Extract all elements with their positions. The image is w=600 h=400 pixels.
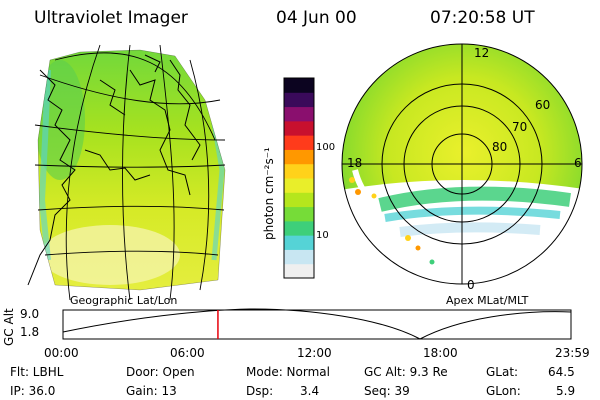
colorbar-swatch <box>284 178 314 193</box>
colorbar-swatch <box>284 192 314 208</box>
colorbar-swatch <box>284 220 314 236</box>
status-seq: Seq: 39 <box>364 384 410 398</box>
time-label: 07:20:58 UT <box>430 8 535 28</box>
timeline-xtick-2: 12:00 <box>297 346 332 360</box>
colorbar-swatch <box>284 235 314 250</box>
right-panel-caption: Apex MLat/MLT <box>446 294 529 307</box>
colorbar-swatch <box>284 206 314 222</box>
status-mode: Mode: Normal <box>246 365 330 379</box>
timeline-xtick-0: 00:00 <box>44 346 79 360</box>
status-ip: IP: 36.0 <box>10 384 56 398</box>
colorbar-tick-100: 100 <box>316 142 336 153</box>
colorbar-swatch <box>284 135 314 150</box>
timeline-xtick-1: 06:00 <box>170 346 205 360</box>
status-glon-value: 5.9 <box>556 384 576 398</box>
status-dsp-label: Dsp: <box>246 384 274 398</box>
colorbar-swatch <box>284 249 314 265</box>
status-flt: Flt: LBHL <box>10 365 64 379</box>
colorbar-swatch <box>284 92 314 108</box>
mlat-label-60: 60 <box>535 98 551 112</box>
mlt-label-18: 18 <box>347 156 363 170</box>
colorbar-swatch <box>284 163 314 179</box>
mlt-label-12: 12 <box>474 46 490 60</box>
colorbar-frame <box>283 77 315 279</box>
timeline-xtick-4: 23:59 <box>555 346 590 360</box>
mlt-label-6: 6 <box>574 156 582 170</box>
status-gc-alt: GC Alt: 9.3 Re <box>364 365 448 379</box>
status-gain: Gain: 13 <box>126 384 177 398</box>
colorbar <box>283 77 315 279</box>
date-label: 04 Jun 00 <box>276 8 357 28</box>
colorbar-swatch <box>284 120 314 136</box>
mlat-label-70: 70 <box>512 120 528 134</box>
instrument-title: Ultraviolet Imager <box>34 8 188 28</box>
status-glat-value: 64.5 <box>548 365 575 379</box>
colorbar-swatch <box>284 263 314 279</box>
left-panel-caption: Geographic Lat/Lon <box>70 294 178 307</box>
status-glon-label: GLon: <box>486 384 521 398</box>
status-dsp-value: 3.4 <box>300 384 320 398</box>
mlat-label-80: 80 <box>492 140 508 154</box>
mlt-label-0: 0 <box>467 278 475 292</box>
timeline-ytick-low: 1.8 <box>20 325 40 339</box>
colorbar-swatch <box>284 149 314 165</box>
status-glat-label: GLat: <box>486 365 519 379</box>
colorbar-tick-10: 10 <box>316 230 329 241</box>
timeline-ytick-high: 9.0 <box>20 307 40 321</box>
status-door: Door: Open <box>126 365 195 379</box>
colorbar-swatch <box>284 106 314 122</box>
colorbar-swatch <box>284 78 314 93</box>
timeline-xtick-3: 18:00 <box>423 346 458 360</box>
